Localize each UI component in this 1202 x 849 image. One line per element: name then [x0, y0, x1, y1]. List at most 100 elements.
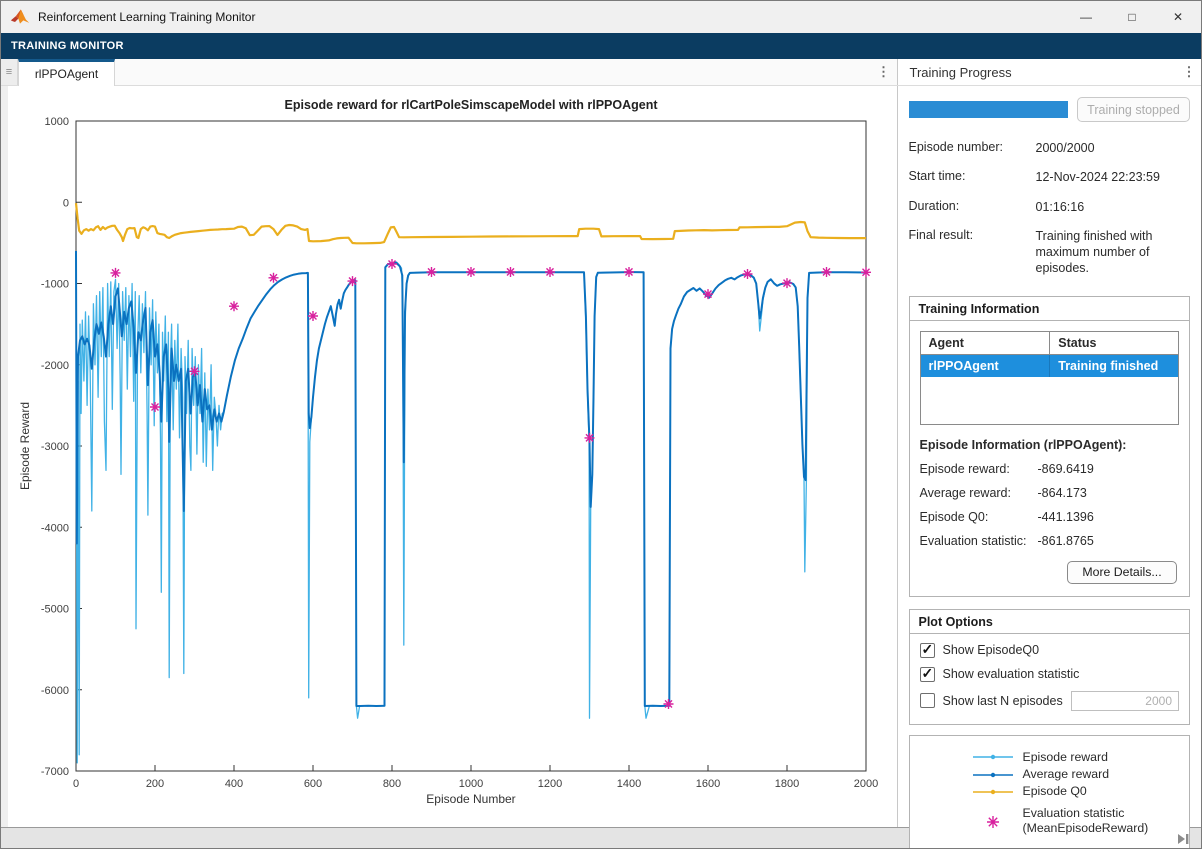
svg-text:600: 600: [304, 778, 322, 790]
checkbox-label: Show evaluation statistic: [943, 667, 1080, 681]
svg-text:Episode Number: Episode Number: [426, 792, 515, 806]
field-label: Duration:: [909, 199, 1036, 215]
svg-text:Episode reward for rlCartPoleS: Episode reward for rlCartPoleSimscapeMod…: [285, 98, 659, 112]
legend-item-evaluation-statistic: Evaluation statistic (MeanEpisodeReward): [972, 806, 1190, 837]
close-button[interactable]: ✕: [1155, 1, 1201, 33]
plot-options-title: Plot Options: [910, 610, 1190, 634]
field-episode-number: Episode number: 2000/2000: [909, 134, 1191, 163]
episode-reward-line-swatch-icon: [972, 750, 1014, 764]
document-tabstrip: ≡ rlPPOAgent ⋮: [1, 59, 897, 85]
training-progress-bar-fill: [909, 101, 1069, 118]
average-reward-line-swatch-icon: [972, 768, 1014, 782]
minimize-button[interactable]: —: [1063, 1, 1109, 33]
svg-text:0: 0: [73, 778, 79, 790]
svg-text:-1000: -1000: [41, 279, 69, 291]
legend-item-episode-q0: Episode Q0: [972, 784, 1190, 799]
stat-label: Episode Q0:: [920, 510, 1038, 524]
chart-legend-box: Episode reward Average reward Episode Q0…: [909, 735, 1191, 849]
svg-text:-2000: -2000: [41, 360, 69, 372]
progress-row: Training stopped: [909, 97, 1191, 122]
show-last-n-episodes-checkbox[interactable]: [920, 693, 935, 708]
panel-menu-dots-icon[interactable]: ⋮: [1177, 64, 1201, 80]
tab-rlppoagent[interactable]: rlPPOAgent: [18, 59, 115, 86]
stat-value: -441.1396: [1038, 510, 1094, 524]
svg-text:2000: 2000: [854, 778, 878, 790]
maximize-button[interactable]: □: [1109, 1, 1155, 33]
svg-text:1800: 1800: [775, 778, 799, 790]
episode-q0-line-swatch-icon: [972, 785, 1014, 799]
field-label: Start time:: [909, 169, 1036, 185]
field-value: 2000/2000: [1036, 140, 1191, 156]
toolstrip-ribbon: TRAINING MONITOR: [1, 33, 1201, 59]
legend-label-line1: Evaluation statistic: [1023, 806, 1125, 820]
title-bar: Reinforcement Learning Training Monitor …: [1, 1, 1201, 33]
legend-label: Average reward: [1023, 767, 1110, 782]
field-label: Episode number:: [909, 140, 1036, 156]
svg-text:-4000: -4000: [41, 522, 69, 534]
tabstrip-drag-handle[interactable]: ≡: [1, 59, 18, 85]
plot-options-box: Plot Options Show EpisodeQ0 Show evaluat…: [909, 609, 1191, 725]
app-window: Reinforcement Learning Training Monitor …: [0, 0, 1202, 849]
field-value: Training finished with maximum number of…: [1036, 228, 1191, 277]
show-evaluation-statistic-checkbox[interactable]: [920, 667, 935, 682]
tab-band: ≡ rlPPOAgent ⋮ Training Progress ⋮: [1, 59, 1201, 86]
svg-text:400: 400: [225, 778, 243, 790]
ribbon-tab-training-monitor[interactable]: TRAINING MONITOR: [1, 40, 124, 52]
table-header-row: Agent Status: [921, 332, 1179, 355]
column-header-status: Status: [1049, 332, 1178, 355]
option-show-evaluation-statistic: Show evaluation statistic: [910, 658, 1190, 682]
stat-label: Evaluation statistic:: [920, 534, 1038, 548]
svg-text:-7000: -7000: [41, 766, 69, 778]
cell-agent-name: rlPPOAgent: [921, 355, 1050, 377]
legend-label: Episode reward: [1023, 750, 1108, 765]
svg-text:Episode Reward: Episode Reward: [18, 402, 32, 490]
svg-text:1000: 1000: [459, 778, 483, 790]
last-n-episodes-input[interactable]: [1071, 691, 1179, 711]
figure-area: 0200400600800100012001400160018002000100…: [1, 86, 897, 827]
table-row-selected[interactable]: rlPPOAgent Training finished: [921, 355, 1179, 377]
svg-text:-3000: -3000: [41, 441, 69, 453]
episode-reward-chart: 0200400600800100012001400160018002000100…: [1, 86, 898, 827]
field-final-result: Final result: Training finished with max…: [909, 222, 1191, 284]
tabstrip-menu-dots-icon[interactable]: ⋮: [871, 59, 897, 85]
svg-text:200: 200: [146, 778, 164, 790]
main-content: 0200400600800100012001400160018002000100…: [1, 86, 1201, 827]
training-progress-bar: [909, 101, 1069, 118]
stat-episode-reward: Episode reward: -869.6419: [920, 462, 1180, 476]
training-stopped-button[interactable]: Training stopped: [1077, 97, 1190, 122]
expand-right-icon[interactable]: [1177, 834, 1190, 844]
column-header-agent: Agent: [921, 332, 1050, 355]
svg-text:1000: 1000: [45, 116, 69, 128]
legend-item-episode-reward: Episode reward: [972, 750, 1190, 765]
window-title: Reinforcement Learning Training Monitor: [38, 10, 1063, 24]
stat-evaluation-statistic: Evaluation statistic: -861.8765: [920, 534, 1180, 548]
option-show-episodeq0: Show EpisodeQ0: [910, 634, 1190, 658]
table-empty-area: [921, 377, 1179, 424]
evaluation-statistic-asterisk-swatch-icon: [972, 814, 1014, 828]
training-information-box: Training Information Agent Status rlPPOA…: [909, 296, 1191, 597]
training-progress-panel: Training stopped Episode number: 2000/20…: [897, 86, 1202, 827]
show-episodeq0-checkbox[interactable]: [920, 643, 935, 658]
legend-item-average-reward: Average reward: [972, 767, 1190, 782]
svg-text:0: 0: [63, 197, 69, 209]
stat-label: Average reward:: [920, 486, 1038, 500]
legend-label-line2: (MeanEpisodeReward): [1023, 821, 1149, 835]
svg-text:1200: 1200: [538, 778, 562, 790]
stat-episode-q0: Episode Q0: -441.1396: [920, 510, 1180, 524]
cell-agent-status: Training finished: [1049, 355, 1178, 377]
stat-value: -869.6419: [1038, 462, 1094, 476]
field-duration: Duration: 01:16:16: [909, 193, 1191, 222]
legend-label: Evaluation statistic (MeanEpisodeReward): [1023, 806, 1149, 837]
svg-text:-6000: -6000: [41, 685, 69, 697]
episode-information-title: Episode Information (rlPPOAgent):: [920, 438, 1180, 452]
field-label: Final result:: [909, 228, 1036, 277]
svg-text:800: 800: [383, 778, 401, 790]
checkbox-label: Show last N episodes: [943, 694, 1063, 708]
agent-status-table: Agent Status rlPPOAgent Training finishe…: [920, 331, 1180, 425]
field-value: 01:16:16: [1036, 199, 1191, 215]
more-details-button[interactable]: More Details...: [1067, 561, 1177, 584]
progress-fields: Episode number: 2000/2000 Start time: 12…: [909, 134, 1191, 284]
svg-text:-5000: -5000: [41, 604, 69, 616]
field-value: 12-Nov-2024 22:23:59: [1036, 169, 1191, 185]
stat-value: -861.8765: [1038, 534, 1094, 548]
